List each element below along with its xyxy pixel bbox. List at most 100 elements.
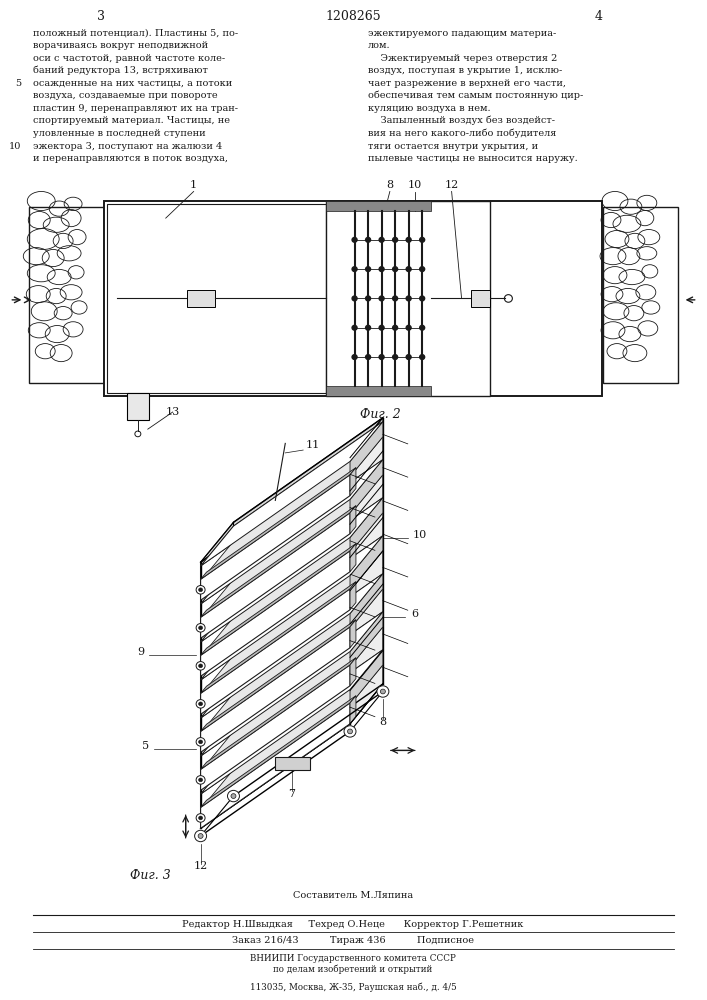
Polygon shape [201, 665, 383, 809]
Text: 6: 6 [411, 609, 419, 619]
Circle shape [194, 830, 206, 842]
Text: Составитель М.Ляпина: Составитель М.Ляпина [293, 891, 413, 900]
Polygon shape [201, 506, 356, 617]
Text: Фиг. 3: Фиг. 3 [130, 869, 171, 882]
Text: Запыленный воздух без воздейст-: Запыленный воздух без воздейст- [368, 116, 555, 125]
Polygon shape [350, 418, 383, 724]
Text: 5: 5 [15, 79, 21, 88]
Polygon shape [201, 574, 383, 718]
Circle shape [352, 325, 357, 330]
Polygon shape [201, 612, 383, 756]
Text: уловленные в последней ступени: уловленные в последней ступени [33, 129, 206, 138]
Text: Фиг. 2: Фиг. 2 [360, 408, 400, 421]
Polygon shape [201, 574, 383, 718]
Circle shape [392, 237, 397, 242]
Polygon shape [201, 589, 383, 733]
Text: 13: 13 [165, 407, 180, 417]
Circle shape [199, 816, 203, 820]
Polygon shape [350, 696, 356, 724]
Text: 1208265: 1208265 [325, 10, 381, 23]
Text: 8: 8 [380, 717, 387, 727]
Polygon shape [350, 498, 383, 553]
Circle shape [196, 738, 205, 746]
Polygon shape [201, 582, 356, 693]
Circle shape [379, 325, 384, 330]
Text: лом.: лом. [368, 41, 390, 50]
Circle shape [379, 296, 384, 301]
Polygon shape [201, 475, 350, 600]
Text: пластин 9, перенаправляют их на тран-: пластин 9, перенаправляют их на тран- [33, 104, 238, 113]
Circle shape [199, 664, 203, 668]
Polygon shape [350, 612, 383, 667]
Circle shape [228, 790, 240, 802]
Text: 5: 5 [142, 741, 149, 751]
Circle shape [366, 267, 370, 272]
Text: 11: 11 [305, 440, 320, 450]
Polygon shape [201, 650, 383, 794]
Bar [326, 201, 431, 211]
Polygon shape [350, 460, 383, 515]
Circle shape [196, 700, 205, 708]
Circle shape [420, 267, 425, 272]
Polygon shape [201, 460, 383, 604]
Circle shape [406, 325, 411, 330]
Circle shape [379, 237, 384, 242]
Text: положный потенциал). Пластины 5, по-: положный потенциал). Пластины 5, по- [33, 29, 238, 38]
Polygon shape [201, 612, 383, 756]
Circle shape [231, 794, 236, 798]
Circle shape [406, 296, 411, 301]
Circle shape [406, 355, 411, 359]
Bar [326, 201, 491, 396]
Text: 10: 10 [9, 142, 21, 151]
Text: тяги остается внутри укрытия, и: тяги остается внутри укрытия, и [368, 142, 538, 151]
Polygon shape [201, 665, 350, 790]
Circle shape [198, 834, 203, 838]
Circle shape [366, 237, 370, 242]
Circle shape [392, 325, 397, 330]
Polygon shape [201, 513, 350, 638]
Circle shape [199, 778, 203, 782]
Polygon shape [201, 703, 350, 828]
Polygon shape [201, 422, 383, 566]
Polygon shape [350, 650, 383, 705]
Circle shape [366, 325, 370, 330]
Circle shape [199, 740, 203, 744]
Text: 113035, Москва, Ж-35, Раушская наб., д. 4/5: 113035, Москва, Ж-35, Раушская наб., д. … [250, 982, 456, 992]
Circle shape [199, 702, 203, 706]
Text: эжектируемого падающим материа-: эжектируемого падающим материа- [368, 29, 556, 38]
Text: баний редуктора 13, встряхивают: баний редуктора 13, встряхивают [33, 66, 208, 75]
Bar [104, 201, 602, 396]
Polygon shape [201, 475, 383, 619]
Circle shape [420, 355, 425, 359]
Polygon shape [201, 498, 383, 642]
Bar [127, 393, 148, 420]
Polygon shape [201, 422, 383, 566]
Polygon shape [350, 574, 383, 629]
Text: пылевые частицы не выносится наружу.: пылевые частицы не выносится наружу. [368, 154, 578, 163]
Text: вия на него какого-либо побудителя: вия на него какого-либо побудителя [368, 128, 556, 138]
Text: 8: 8 [386, 180, 393, 190]
Circle shape [196, 624, 205, 632]
Bar [29, 207, 104, 383]
Text: чает разрежение в верхней его части,: чает разрежение в верхней его части, [368, 79, 566, 88]
Polygon shape [201, 536, 383, 680]
Bar [326, 386, 431, 396]
Bar [187, 290, 214, 307]
Circle shape [392, 267, 397, 272]
Text: осажденные на них частицы, а потоки: осажденные на них частицы, а потоки [33, 79, 233, 88]
Polygon shape [201, 468, 356, 579]
Circle shape [379, 355, 384, 359]
Text: и перенаправляются в поток воздуха,: и перенаправляются в поток воздуха, [33, 154, 228, 163]
Circle shape [379, 267, 384, 272]
Polygon shape [201, 418, 383, 562]
Polygon shape [201, 551, 350, 676]
Text: воздуха, создаваемые при повороте: воздуха, создаваемые при повороте [33, 91, 218, 100]
Text: ВНИИПИ Государственного комитета СССР: ВНИИПИ Государственного комитета СССР [250, 954, 456, 963]
Polygon shape [201, 627, 350, 752]
Circle shape [366, 355, 370, 359]
Circle shape [392, 355, 397, 359]
Polygon shape [201, 551, 383, 695]
Bar [603, 207, 678, 383]
Text: 1: 1 [190, 180, 197, 190]
Text: 10: 10 [413, 530, 427, 540]
